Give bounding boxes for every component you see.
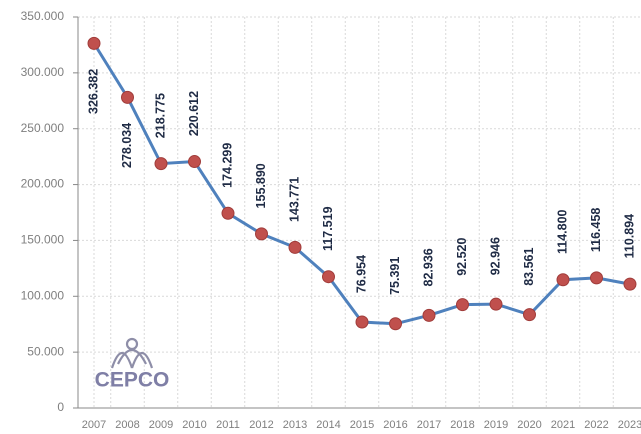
x-tick-label: 2013 <box>283 419 307 431</box>
y-tick-label: 200.000 <box>21 177 65 191</box>
data-label: 114.800 <box>555 209 569 254</box>
data-label: 155.890 <box>254 163 268 208</box>
y-tick-label: 150.000 <box>21 233 65 247</box>
y-tick-label: 350.000 <box>21 9 65 23</box>
marker <box>255 227 268 241</box>
data-label: 174.299 <box>220 143 234 188</box>
marker <box>322 270 335 284</box>
x-tick-label: 2010 <box>182 419 206 431</box>
marker <box>389 317 402 331</box>
y-tick-label: 50.000 <box>27 344 64 358</box>
marker <box>121 90 134 104</box>
logo-text: CEPCO <box>95 369 170 392</box>
x-tick-label: 2007 <box>82 419 106 431</box>
marker <box>154 157 168 171</box>
x-tick-label: 2017 <box>417 419 441 431</box>
marker <box>355 315 369 329</box>
data-label: 92.520 <box>455 237 469 275</box>
y-tick-label: 100.000 <box>21 288 65 302</box>
logo-arc <box>130 351 154 369</box>
x-tick-label: 2020 <box>517 419 541 431</box>
x-tick-label: 2016 <box>383 419 407 431</box>
data-label: 75.391 <box>388 257 402 295</box>
data-label: 83.561 <box>522 247 536 285</box>
data-label: 220.612 <box>187 91 201 136</box>
x-tick-label: 2014 <box>316 419 340 431</box>
y-tick-label: 300.000 <box>21 65 65 79</box>
grid <box>78 16 641 408</box>
x-tick-label: 2018 <box>450 419 474 431</box>
marker <box>556 273 570 287</box>
marker <box>456 298 469 312</box>
x-tick-label: 2012 <box>249 419 273 431</box>
x-tick-label: 2019 <box>484 419 508 431</box>
data-label: 326.382 <box>86 69 100 114</box>
marker <box>188 155 201 169</box>
marker <box>623 277 637 291</box>
data-label: 278.034 <box>120 123 134 168</box>
x-tick-label: 2011 <box>216 419 240 431</box>
logo-circle <box>125 337 139 351</box>
data-label: 82.936 <box>421 248 435 286</box>
marker <box>221 206 235 220</box>
y-tick-label: 250.000 <box>21 121 65 135</box>
marker <box>489 297 503 311</box>
x-tick-label: 2022 <box>584 419 608 431</box>
data-label: 218.775 <box>153 93 167 138</box>
data-label: 143.771 <box>287 177 301 222</box>
x-tick-label: 2015 <box>350 419 374 431</box>
logo-arc <box>110 351 134 369</box>
marker <box>523 308 536 322</box>
logo: CEPCO <box>95 337 170 392</box>
data-label: 116.458 <box>589 208 603 253</box>
data-label: 92.946 <box>488 237 502 275</box>
data-label: 110.894 <box>622 214 636 259</box>
x-tick-label: 2021 <box>551 419 575 431</box>
x-tick-label: 2008 <box>115 419 139 431</box>
data-label: 76.954 <box>354 255 368 293</box>
x-tick-label: 2009 <box>149 419 173 431</box>
y-tick-label: 0 <box>57 400 64 414</box>
marker <box>422 308 436 322</box>
x-tick-label: 2023 <box>618 419 641 431</box>
data-label: 117.519 <box>321 206 335 251</box>
marker <box>590 271 603 285</box>
marker <box>87 36 101 50</box>
marker <box>288 240 302 254</box>
